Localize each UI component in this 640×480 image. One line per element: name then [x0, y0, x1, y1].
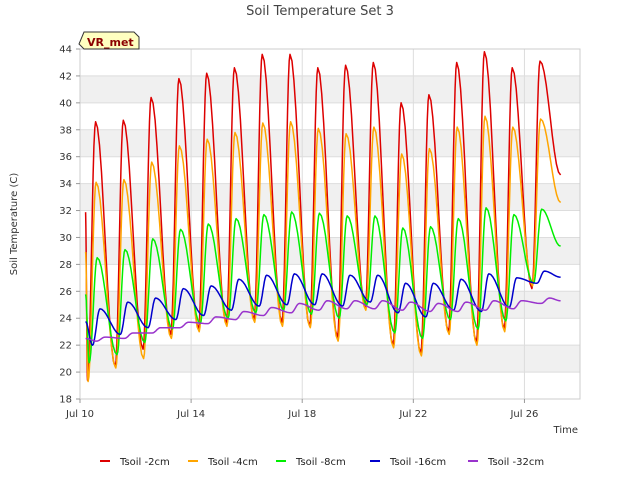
y-axis-title: Soil Temperature (C) [9, 173, 20, 276]
legend: Tsoil -2cm Tsoil -4cm Tsoil -8cm Tsoil -16c… [100, 457, 544, 468]
x-tick-label: Jul 26 [509, 409, 538, 420]
y-tick-label: 30 [59, 233, 72, 244]
x-axis-ticks: Jul 10 Jul 14 Jul 18 Jul 22 Jul 26 [65, 399, 538, 420]
plot-frame [79, 48, 581, 400]
y-tick-label: 24 [59, 314, 72, 325]
y-tick-label: 28 [59, 260, 72, 271]
badge-box [78, 31, 140, 50]
x-tick-label: Jul 22 [398, 409, 427, 420]
y-tick-label: 18 [59, 395, 72, 406]
legend-label: Tsoil -16cm [389, 457, 446, 468]
background-band [80, 210, 580, 238]
background-band [80, 156, 580, 184]
y-tick-label: 34 [59, 179, 72, 190]
legend-label: Tsoil -8cm [295, 457, 346, 468]
x-tick-label: Jul 18 [287, 409, 316, 420]
series-line-tsoil-32cm [85, 297, 561, 342]
badge-label: VR_met [87, 36, 134, 49]
y-tick-label: 20 [59, 368, 72, 379]
y-tick-label: 38 [59, 125, 72, 136]
background-band [80, 345, 580, 373]
background-band [80, 102, 580, 130]
background-band [80, 49, 580, 76]
x-axis-title: Time [553, 425, 578, 436]
y-tick-label: 22 [59, 341, 72, 352]
background-band [80, 318, 580, 346]
series-line-tsoil-16cm [85, 270, 561, 346]
x-tick-label: Jul 10 [65, 409, 94, 420]
series-line-tsoil-8cm [84, 207, 561, 364]
y-tick-label: 44 [59, 45, 72, 56]
series-line-tsoil-2cm [84, 50, 562, 381]
y-tick-label: 26 [59, 287, 72, 298]
y-axis-ticks: 18 20 22 24 26 28 30 32 34 36 38 40 42 44 [59, 45, 80, 406]
station-badge: VR_met [78, 31, 140, 50]
background-band [80, 75, 580, 103]
background-band [80, 372, 580, 399]
plot-area [79, 48, 581, 400]
x-tick-label: Jul 14 [176, 409, 205, 420]
background-bands [80, 49, 580, 399]
series-lines [84, 50, 562, 383]
y-tick-label: 32 [59, 206, 72, 217]
y-tick-label: 36 [59, 152, 72, 163]
legend-label: Tsoil -32cm [487, 457, 544, 468]
y-tick-label: 40 [59, 98, 72, 109]
y-tick-label: 42 [59, 71, 72, 82]
chart-title: Soil Temperature Set 3 [246, 4, 394, 19]
background-band [80, 129, 580, 157]
legend-label: Tsoil -4cm [207, 457, 258, 468]
background-band [80, 183, 580, 211]
legend-label: Tsoil -2cm [119, 457, 170, 468]
